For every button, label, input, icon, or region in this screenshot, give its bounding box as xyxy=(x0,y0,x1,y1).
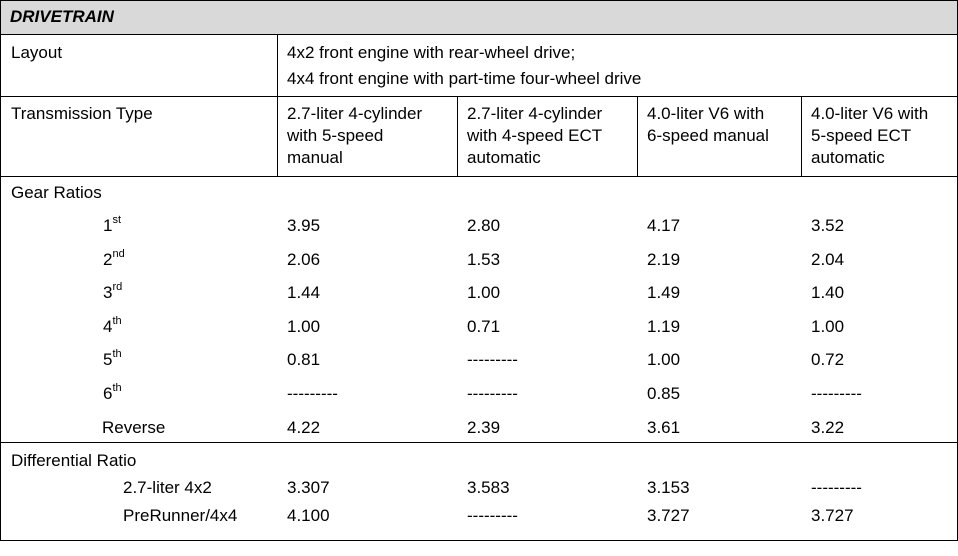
gear-ratios-label: Gear Ratios xyxy=(11,183,102,202)
gear-ratio-cell: 1.19 xyxy=(647,317,681,336)
gear-ratio-cell: 3.52 xyxy=(811,216,845,235)
layout-label: Layout xyxy=(11,43,63,62)
rule-below-layout xyxy=(0,96,958,97)
gear-ratio-cell: 1.53 xyxy=(467,250,501,269)
gear-number: 4 xyxy=(103,317,113,336)
divider-transmission-2 xyxy=(457,96,458,177)
table-title: DRIVETRAIN xyxy=(10,7,114,26)
gear-ratio-cell: 2.39 xyxy=(467,418,501,437)
transmission-col-4-line-2: 5-speed ECT xyxy=(811,126,912,145)
gear-ordinal-suffix: nd xyxy=(112,248,125,261)
gear-ratio-cell: 2.19 xyxy=(647,250,681,269)
differential-ratio-cell: 3.153 xyxy=(647,478,690,497)
gear-ratio-cell: 2.06 xyxy=(287,250,321,269)
gear-number: 5 xyxy=(103,350,113,369)
differential-row-label: 2.7-liter 4x2 xyxy=(123,478,212,497)
gear-ratio-cell: --------- xyxy=(467,350,518,369)
differential-ratio-cell: 3.307 xyxy=(287,478,330,497)
gear-ratio-cell: 0.85 xyxy=(647,384,681,403)
gear-ratio-cell: 0.71 xyxy=(467,317,501,336)
gear-ratio-cell: 1.40 xyxy=(811,283,845,302)
gear-ratio-cell: 2.04 xyxy=(811,250,845,269)
gear-ratio-cell: 3.22 xyxy=(811,418,845,437)
gear-ratio-cell: 1.49 xyxy=(647,283,681,302)
divider-transmission-1 xyxy=(277,96,278,177)
gear-ordinal-suffix: th xyxy=(112,348,122,361)
gear-row-label: 5th xyxy=(103,349,122,371)
gear-row-label: 6th xyxy=(103,383,122,405)
gear-number: Reverse xyxy=(102,418,166,437)
transmission-col-1-line-3: manual xyxy=(287,148,343,167)
gear-ratio-cell: 4.22 xyxy=(287,418,321,437)
gear-number: 1 xyxy=(103,216,113,235)
gear-ratio-cell: 4.17 xyxy=(647,216,681,235)
differential-row-label: PreRunner/4x4 xyxy=(123,506,238,525)
gear-ordinal-suffix: st xyxy=(112,214,122,227)
gear-ratio-cell: --------- xyxy=(467,384,518,403)
gear-ratio-cell: 2.80 xyxy=(467,216,501,235)
gear-row-label: 2nd xyxy=(103,249,125,271)
gear-ratio-cell: --------- xyxy=(287,384,338,403)
rule-below-transmission xyxy=(0,176,958,177)
gear-row-label: 1st xyxy=(103,215,121,237)
gear-ratio-cell: 3.95 xyxy=(287,216,321,235)
differential-label: Differential Ratio xyxy=(11,451,137,470)
gear-ratio-cell: 0.72 xyxy=(811,350,845,369)
gear-ratio-cell: 1.00 xyxy=(467,283,501,302)
differential-ratio-cell: 3.583 xyxy=(467,478,510,497)
gear-ratio-cell: 1.00 xyxy=(647,350,681,369)
gear-number: 3 xyxy=(103,283,113,302)
rule-below-title xyxy=(0,34,958,35)
transmission-label: Transmission Type xyxy=(11,104,153,123)
transmission-col-2-line-3: automatic xyxy=(467,148,541,167)
title-band xyxy=(0,0,958,34)
differential-ratio-cell: 4.100 xyxy=(287,506,330,525)
gear-ratio-cell: 1.00 xyxy=(287,317,321,336)
gear-ratio-cell: 0.81 xyxy=(287,350,321,369)
divider-transmission-3 xyxy=(637,96,638,177)
transmission-col-2-line-1: 2.7-liter 4-cylinder xyxy=(467,104,603,123)
gear-number: 2 xyxy=(103,250,113,269)
divider-transmission-4 xyxy=(801,96,802,177)
transmission-col-1-line-2: with 5-speed xyxy=(287,126,384,145)
layout-line-1: 4x2 front engine with rear-wheel drive; xyxy=(287,43,576,62)
transmission-col-4-line-3: automatic xyxy=(811,148,885,167)
layout-line-2: 4x4 front engine with part-time four-whe… xyxy=(287,69,642,88)
transmission-col-3-line-2: 6-speed manual xyxy=(647,126,769,145)
differential-ratio-cell: 3.727 xyxy=(811,506,854,525)
gear-row-label: 3rd xyxy=(103,282,122,304)
gear-ordinal-suffix: th xyxy=(112,382,122,395)
rule-top xyxy=(0,0,958,1)
gear-row-label: 4th xyxy=(103,316,122,338)
differential-ratio-cell: 3.727 xyxy=(647,506,690,525)
rule-below-gears xyxy=(0,442,958,443)
transmission-col-1-line-1: 2.7-liter 4-cylinder xyxy=(287,104,423,123)
gear-ordinal-suffix: th xyxy=(112,315,122,328)
transmission-col-3-line-1: 4.0-liter V6 with xyxy=(647,104,765,123)
gear-ratio-cell: 3.61 xyxy=(647,418,681,437)
gear-row-label: Reverse xyxy=(102,417,165,439)
transmission-col-4-line-1: 4.0-liter V6 with xyxy=(811,104,929,123)
gear-ratio-cell: --------- xyxy=(811,384,862,403)
differential-ratio-cell: --------- xyxy=(811,478,862,497)
rule-bottom xyxy=(0,540,958,541)
gear-ratio-cell: 1.44 xyxy=(287,283,321,302)
divider-layout xyxy=(277,34,278,97)
transmission-col-2-line-2: with 4-speed ECT xyxy=(467,126,603,145)
gear-ordinal-suffix: rd xyxy=(112,281,123,294)
gear-number: 6 xyxy=(103,384,113,403)
gear-ratio-cell: 1.00 xyxy=(811,317,845,336)
border-left xyxy=(0,0,1,541)
differential-ratio-cell: --------- xyxy=(467,506,518,525)
